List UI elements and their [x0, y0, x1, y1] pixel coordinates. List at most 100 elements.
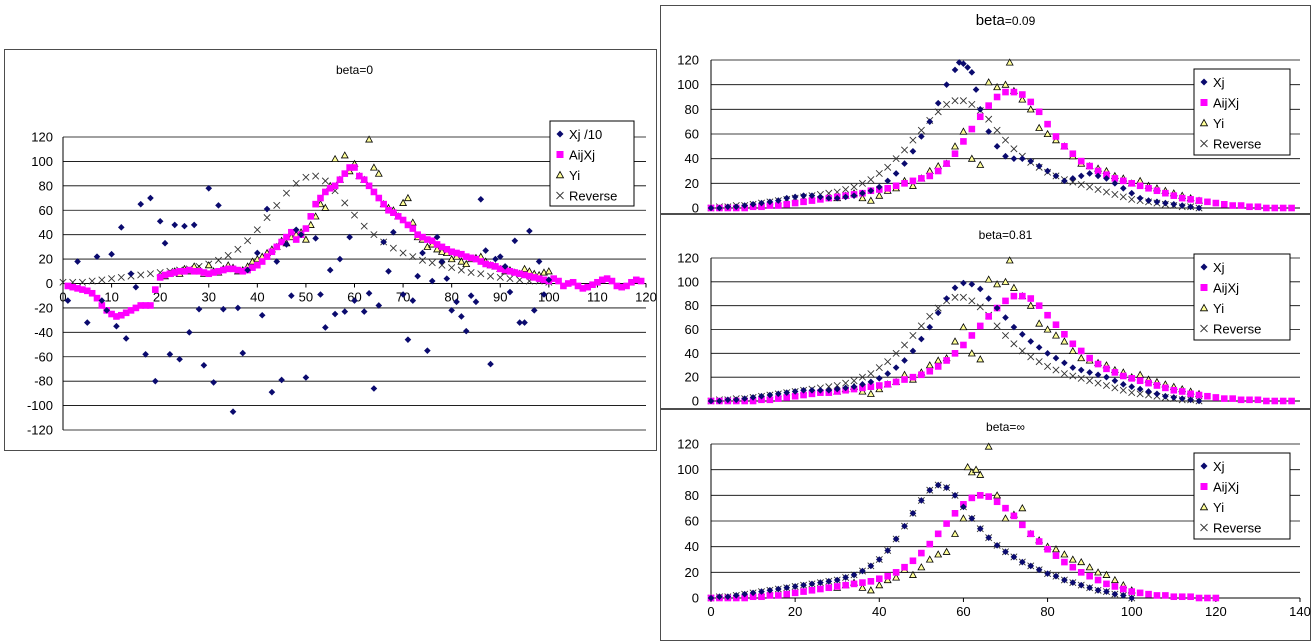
data-point-yi [374, 169, 383, 177]
data-point-aijxj [968, 125, 976, 133]
data-point-aijxj [943, 520, 950, 527]
data-point-yi [365, 135, 374, 143]
data-point-xj [1170, 394, 1178, 401]
y-tick-label: 80 [685, 488, 699, 503]
data-point-yi [967, 349, 976, 357]
data-point-aijxj [1220, 201, 1228, 208]
data-point-reverse [959, 97, 967, 105]
data-point-aijxj [1069, 340, 1077, 348]
chart-panel-beta-0: beta=0 -120 -100 -80 -60 -40 -20 0 20 40 60 80 100 12… [4, 49, 657, 451]
data-point-aijxj [1010, 512, 1018, 520]
data-point-xj-10 [380, 238, 387, 246]
legend-box [549, 120, 635, 207]
data-point-yi [917, 563, 926, 571]
data-point-xj [909, 510, 917, 517]
data-point-aijxj [458, 250, 465, 258]
data-point-yi [908, 181, 917, 189]
data-point-xj [749, 394, 757, 401]
data-point-yi [1060, 337, 1069, 345]
data-point-xj-10 [326, 266, 334, 274]
data-point-aijxj [365, 182, 373, 190]
data-point-aijxj [1027, 530, 1035, 538]
data-point-aijxj [783, 590, 791, 598]
data-point-reverse [1111, 384, 1119, 392]
data-point-aijxj [892, 378, 900, 386]
legend-marker-aijxj [1200, 284, 1208, 291]
data-point-aijxj [1187, 593, 1194, 601]
data-point-yi [942, 547, 951, 555]
y-tick-label: 100 [677, 77, 699, 92]
data-point-xj [1153, 198, 1161, 206]
data-point-aijxj [1061, 330, 1068, 338]
data-point-aijxj [346, 164, 353, 171]
data-point-xj [951, 492, 959, 499]
data-point-aijxj [540, 276, 548, 284]
data-point-xj [972, 86, 980, 93]
data-point-aijxj [1145, 379, 1152, 387]
data-point-yi [993, 491, 1002, 499]
data-point-reverse [993, 322, 1001, 330]
data-point-yi [976, 470, 985, 478]
data-point-aijxj [1237, 396, 1245, 404]
data-point-aijxj [1145, 184, 1152, 192]
legend-label: Xj [1213, 459, 1225, 474]
data-point-aijxj [1019, 292, 1026, 300]
data-point-aijxj [749, 397, 757, 405]
data-point-xj [1170, 201, 1178, 208]
data-point-xj [817, 386, 824, 394]
data-point-xj [825, 194, 833, 202]
data-point-aijxj [817, 585, 824, 593]
data-point-xj-10 [113, 322, 120, 330]
data-point-aijxj [976, 492, 984, 499]
data-point-xj [749, 589, 757, 597]
chart-title-suffix: =0.09 [1005, 14, 1036, 28]
data-point-xj [1187, 203, 1194, 211]
series-yi [161, 135, 553, 280]
data-point-reverse [428, 259, 436, 267]
data-point-reverse [850, 377, 858, 385]
legend-marker-yi [1199, 118, 1209, 127]
data-point-xj [1061, 177, 1068, 185]
data-point-aijxj [176, 267, 183, 275]
data-point-xj [1019, 330, 1026, 338]
data-point-yi [959, 322, 968, 331]
data-point-aijxj [1094, 576, 1102, 584]
data-point-aijxj [419, 233, 426, 241]
legend-label: Yi [1213, 500, 1224, 515]
data-point-xj [968, 69, 976, 76]
y-tick-label: 80 [685, 298, 699, 313]
data-point-xj [1035, 162, 1043, 170]
data-point-aijxj [399, 216, 407, 224]
data-point-xj-10 [263, 205, 271, 213]
data-point-yi [892, 573, 901, 581]
data-point-aijxj [791, 589, 799, 597]
data-point-aijxj [516, 270, 523, 278]
data-point-xj-10 [433, 233, 441, 241]
data-point-yi [959, 514, 968, 522]
data-point-aijxj [808, 587, 816, 594]
data-point-aijxj [613, 282, 621, 290]
data-point-xj-10 [399, 291, 407, 298]
data-point-aijxj [1246, 203, 1253, 211]
data-point-yi [1068, 555, 1077, 563]
data-point-aijxj [254, 261, 261, 269]
legend-box [1193, 68, 1291, 156]
data-point-aijxj [190, 267, 198, 275]
data-point-xj [884, 177, 891, 185]
legend-label: AijXj [569, 148, 595, 163]
data-point-reverse [867, 370, 875, 378]
data-point-yi [1077, 353, 1086, 362]
data-point-reverse [1094, 185, 1102, 194]
data-point-aijxj [360, 176, 368, 184]
x-tick-label: 10 [104, 290, 118, 305]
data-point-aijxj [118, 311, 125, 319]
data-point-reverse [214, 256, 222, 264]
data-point-aijxj [1010, 292, 1018, 300]
data-point-aijxj [637, 277, 645, 285]
data-point-aijxj [1195, 391, 1203, 399]
data-point-aijxj [1103, 365, 1110, 373]
data-point-xj [749, 201, 757, 208]
data-point-xj [1111, 377, 1119, 385]
legend-label: Reverse [1213, 521, 1261, 536]
data-point-xj-10 [215, 202, 222, 209]
